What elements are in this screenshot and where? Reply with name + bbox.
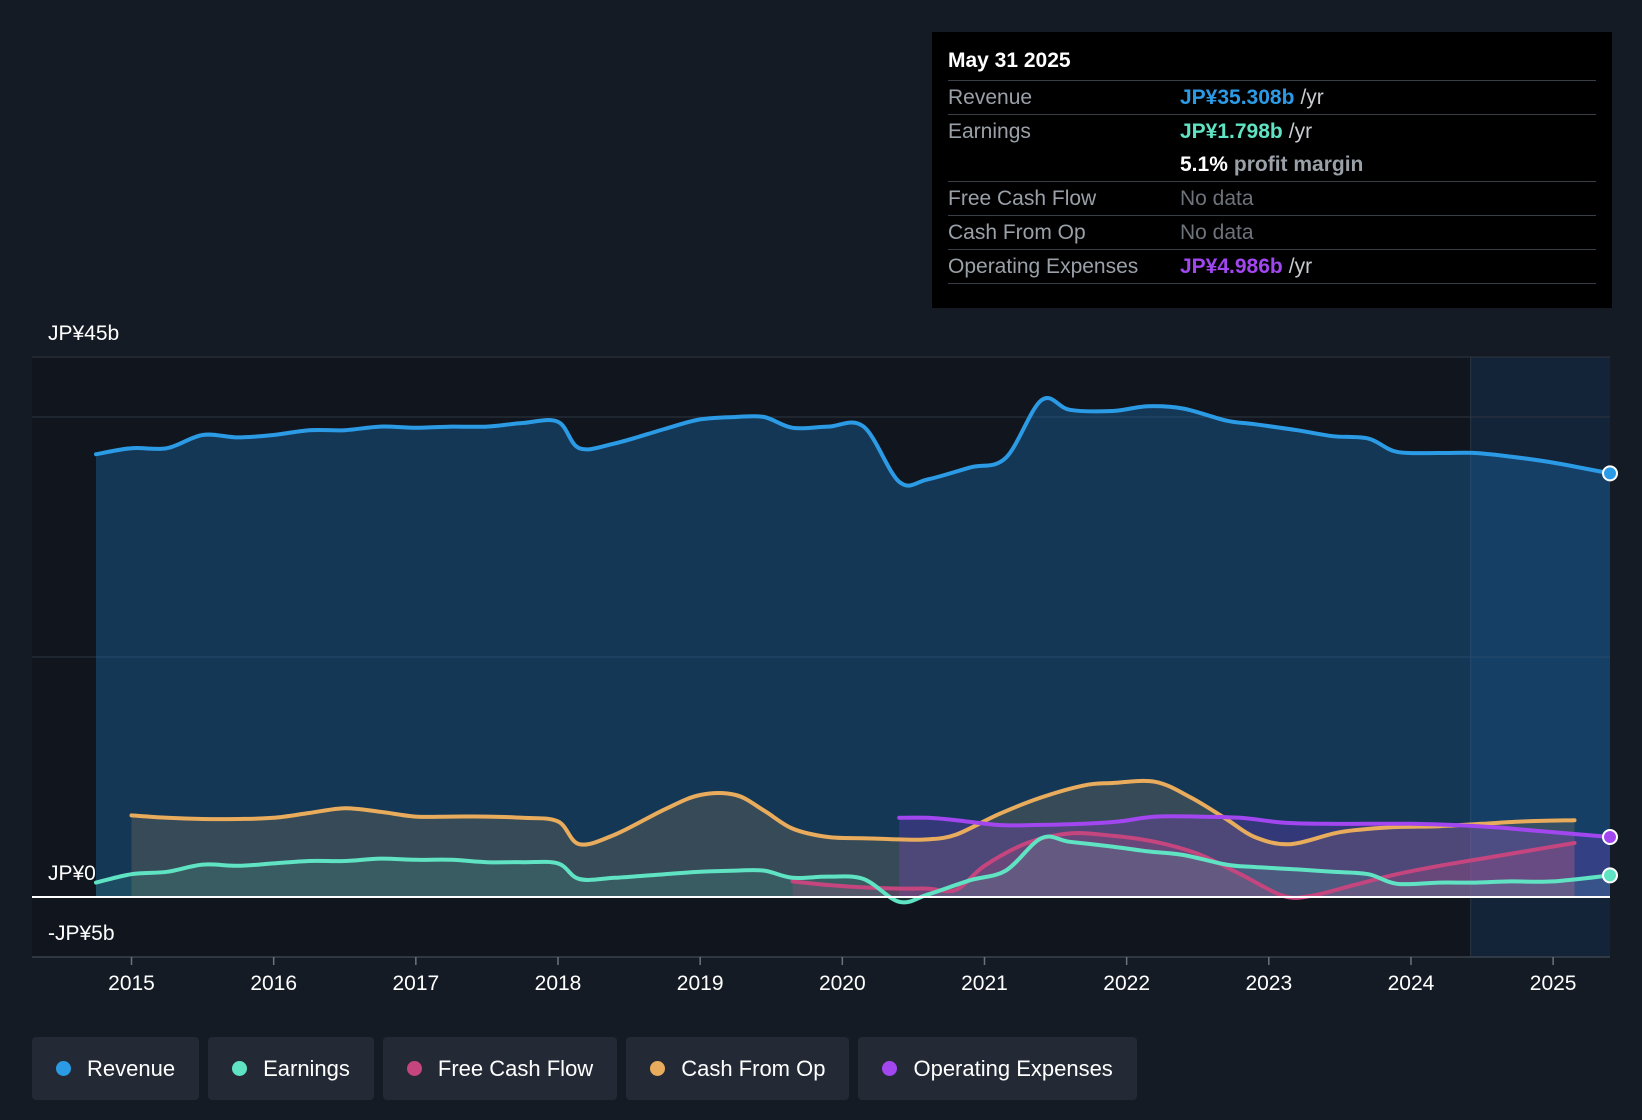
operating-expenses-area	[899, 816, 1610, 897]
legend-dot-icon	[232, 1061, 248, 1076]
cash-from-op-line	[129, 778, 1577, 847]
x-tick-label: 2022	[1103, 972, 1150, 995]
legend-item-operating-expenses[interactable]: Operating Expenses	[858, 1037, 1137, 1100]
earnings-end-marker	[1602, 867, 1618, 884]
x-tick-label: 2021	[961, 972, 1008, 995]
series-lines	[32, 396, 1618, 905]
legend-dot-icon	[650, 1061, 666, 1076]
tooltip-unit: /yr	[1288, 120, 1313, 143]
tooltip-date: May 31 2025	[948, 46, 1596, 81]
tooltip-label	[948, 148, 1180, 181]
legend-item-cash-from-op[interactable]: Cash From Op	[626, 1037, 850, 1100]
operating-expenses-end-marker	[1602, 829, 1618, 845]
legend-label: Earnings	[263, 1055, 350, 1081]
tooltip-value: JP¥4.986b	[1180, 255, 1283, 278]
free-cash-flow-line	[790, 831, 1577, 900]
legend-label: Free Cash Flow	[437, 1055, 594, 1081]
x-tick-label: 2023	[1245, 972, 1292, 995]
tooltip-row-free-cash-flow: Free Cash Flow No data	[948, 182, 1596, 216]
legend-item-earnings[interactable]: Earnings	[208, 1037, 374, 1100]
x-axis: 2015 2016 2017 2018 2019 2020 2021 2022 2023 2024…	[108, 957, 1576, 995]
tooltip-unit: profit margin	[1233, 153, 1364, 176]
tooltip-value: No data	[1180, 187, 1254, 210]
revenue-line	[94, 396, 1612, 488]
tooltip-unit: /yr	[1300, 86, 1324, 109]
tooltip-label: Revenue	[948, 86, 1033, 109]
tooltip-row-revenue: Revenue JP¥35.308b /yr	[948, 81, 1596, 115]
legend-dot-icon	[406, 1061, 422, 1076]
tooltip-label: Cash From Op	[948, 221, 1086, 244]
tooltip-row-earnings: Earnings JP¥1.798b /yr	[948, 115, 1596, 148]
tooltip-value: JP¥35.308b	[1180, 86, 1295, 109]
tooltip-label: Free Cash Flow	[948, 187, 1097, 210]
tooltip-value: 5.1%	[1180, 153, 1228, 176]
x-tick-label: 2020	[819, 972, 866, 995]
operating-expenses-line	[897, 814, 1612, 839]
legend-label: Cash From Op	[681, 1055, 826, 1081]
x-tick-label: 2018	[535, 972, 582, 995]
x-tick-label: 2015	[108, 972, 155, 995]
legend-dot-icon	[56, 1061, 71, 1076]
earnings-line	[94, 834, 1612, 905]
legend-label: Operating Expenses	[913, 1055, 1113, 1081]
tooltip-row-profit-margin: 5.1% profit margin	[948, 148, 1596, 182]
tooltip-row-operating-expenses: Operating Expenses JP¥4.986b /yr	[948, 250, 1596, 284]
gridlines	[32, 356, 1610, 958]
legend: Revenue Earnings Free Cash Flow Cash Fro…	[32, 1037, 1137, 1100]
revenue-end-marker	[1602, 465, 1618, 482]
y-label-zero: JP¥0	[48, 862, 96, 885]
free-cash-flow-area	[792, 833, 1575, 898]
y-label-bottom: -JP¥5b	[48, 922, 115, 945]
legend-item-revenue[interactable]: Revenue	[32, 1037, 200, 1100]
legend-label: Revenue	[87, 1055, 176, 1081]
x-tick-label: 2017	[392, 972, 439, 995]
y-label-top: JP¥45b	[48, 322, 119, 345]
tooltip-value: JP¥1.798b	[1180, 120, 1283, 143]
x-tick-label: 2016	[250, 972, 297, 995]
x-tick-label: 2019	[677, 972, 724, 995]
tooltip-label: Operating Expenses	[948, 255, 1139, 278]
tooltip-panel: May 31 2025 Revenue JP¥35.308b /yr Earni…	[932, 32, 1612, 308]
tooltip-unit: /yr	[1288, 255, 1313, 278]
tooltip-value: No data	[1180, 221, 1254, 244]
earnings-area	[96, 836, 1610, 903]
legend-item-free-cash-flow[interactable]: Free Cash Flow	[382, 1037, 618, 1100]
tooltip-label: Earnings	[948, 120, 1031, 143]
x-tick-label: 2024	[1388, 972, 1435, 995]
legend-dot-icon	[882, 1061, 898, 1076]
tooltip-row-cash-from-op: Cash From Op No data	[948, 216, 1596, 250]
x-tick-label: 2025	[1530, 972, 1577, 995]
revenue-area	[96, 397, 1610, 897]
